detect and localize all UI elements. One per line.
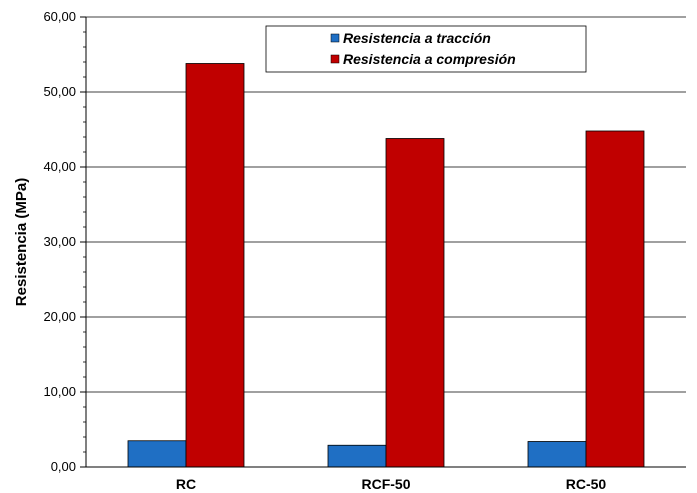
bar-compresion-rc-50: [585, 130, 645, 468]
y-tick-label: 0,00: [51, 459, 76, 474]
bar-compresion-rcf-50: [385, 138, 445, 468]
x-category-label: RC-50: [566, 476, 607, 492]
y-tick-label: 10,00: [43, 384, 76, 399]
bar-compresion-rc: [185, 63, 245, 468]
y-tick-labels: 0,00 10,00 20,00 30,00 40,00 50,00 60,00: [43, 9, 76, 474]
y-axis-title: Resistencia (MPa): [13, 178, 30, 306]
bar-traccion-rc-50: [527, 441, 587, 468]
bar-traccion-rc: [127, 440, 187, 468]
legend-swatch: [330, 33, 340, 43]
bars: [127, 63, 645, 468]
legend-swatch: [330, 54, 340, 64]
legend-label: Resistencia a compresión: [343, 51, 516, 67]
x-category-label: RC: [176, 476, 196, 492]
y-tick-label: 20,00: [43, 309, 76, 324]
y-tick-label: 60,00: [43, 9, 76, 24]
legend-label: Resistencia a tracción: [343, 30, 491, 46]
y-tick-label: 30,00: [43, 234, 76, 249]
bar-traccion-rcf-50: [327, 444, 387, 468]
axes: [80, 16, 686, 468]
legend-box: [265, 25, 587, 73]
legend: Resistencia a tracción Resistencia a comp…: [265, 25, 587, 73]
x-category-label: RCF-50: [361, 476, 410, 492]
y-tick-label: 50,00: [43, 84, 76, 99]
y-tick-label: 40,00: [43, 159, 76, 174]
x-category-labels: RC RCF-50 RC-50: [176, 476, 607, 492]
